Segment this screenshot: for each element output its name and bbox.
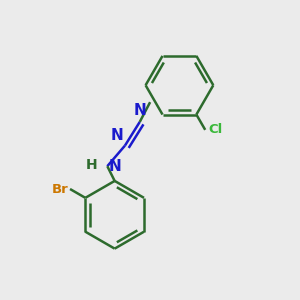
Text: N: N <box>111 128 124 142</box>
Text: H: H <box>85 158 97 172</box>
Text: N: N <box>109 159 122 174</box>
Text: Br: Br <box>52 182 69 196</box>
Text: N: N <box>133 103 146 118</box>
Text: Cl: Cl <box>208 123 222 136</box>
